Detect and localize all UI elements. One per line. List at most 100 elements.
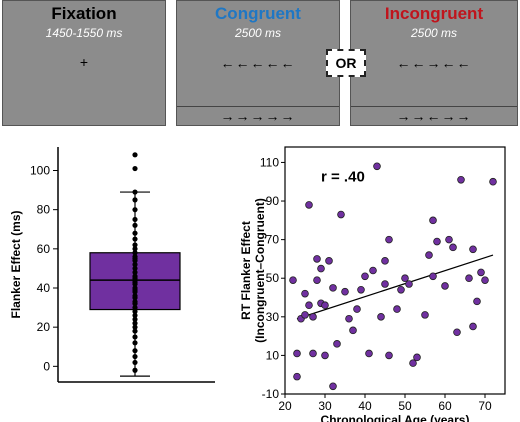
x-axis-label: Chronological Age (years): [321, 413, 470, 422]
y-axis-label: RT Flanker Effect(Incongruent–Congruent): [240, 198, 267, 343]
y-tick-label: 10: [266, 348, 280, 362]
y-tick-label: 30: [266, 310, 280, 324]
data-point: [321, 351, 329, 360]
y-axis-label: Flanker Effect (ms): [9, 210, 23, 318]
incongruent-arrows-top: ←←→←←: [396, 55, 472, 71]
x-tick-label: 30: [318, 399, 332, 413]
congruent-duration: 2500 ms: [234, 26, 282, 40]
data-point: [132, 254, 138, 260]
data-point: [132, 216, 138, 223]
data-point: [301, 289, 309, 298]
data-point: [337, 210, 345, 219]
data-point: [373, 162, 381, 171]
data-point: [132, 348, 138, 354]
y-tick-label: 110: [260, 155, 279, 169]
y-tick-label: 100: [30, 164, 50, 178]
data-point: [132, 293, 138, 299]
y-tick-label: 90: [266, 194, 280, 208]
data-point: [132, 261, 138, 268]
data-point: [132, 207, 138, 213]
data-point: [409, 359, 417, 367]
data-point: [132, 328, 138, 334]
data-point: [349, 326, 357, 335]
x-tick-label: 20: [278, 399, 292, 413]
data-point: [132, 189, 138, 195]
data-point: [132, 236, 138, 242]
data-point: [132, 265, 138, 272]
data-point: [429, 216, 437, 225]
data-point: [441, 282, 449, 290]
data-point: [473, 297, 481, 306]
plot-frame: [284, 146, 506, 395]
data-point: [309, 313, 317, 321]
y-axis-label-line: (Incongruent–Congruent): [253, 198, 267, 343]
data-point: [385, 235, 393, 244]
data-point: [397, 285, 405, 294]
data-point: [132, 359, 138, 366]
data-point: [305, 301, 313, 310]
data-point: [132, 308, 138, 315]
data-point: [132, 320, 138, 326]
data-point: [305, 201, 313, 209]
data-point: [425, 251, 433, 259]
data-point: [132, 152, 138, 158]
scatter-plot-chart: -10 10 30 50 70 90 110 20 30 40 50 60 70 Chronologica…: [240, 146, 506, 422]
data-point: [413, 353, 421, 362]
y-tick-label: 70: [266, 233, 280, 247]
data-point: [421, 311, 429, 319]
y-axis-label-line: RT Flanker Effect: [240, 221, 253, 320]
x-tick-label: 40: [358, 399, 372, 413]
data-point: [313, 276, 321, 284]
x-tick-label: 70: [478, 399, 492, 413]
fixation-title: Fixation: [51, 4, 117, 23]
y-tick-label: 20: [37, 320, 51, 334]
data-point: [453, 328, 461, 337]
incongruent-duration: 2500 ms: [410, 26, 458, 40]
r-annotation: r = .40: [321, 169, 365, 186]
data-point: [321, 301, 329, 310]
y-tick-label: 60: [37, 242, 51, 256]
data-point: [132, 230, 138, 236]
congruent-arrows-top: ←←←←←: [220, 55, 296, 71]
data-point: [393, 305, 401, 313]
x-tick-label: 60: [438, 399, 452, 413]
data-point: [381, 257, 389, 265]
data-point: [469, 322, 477, 331]
data-point: [132, 340, 138, 346]
data-point: [369, 266, 377, 275]
data-point: [132, 324, 138, 330]
data-point: [132, 299, 138, 305]
incongruent-panel: Incongruent 2500 ms ←←→←← →→←→→: [350, 0, 518, 126]
congruent-panel: Congruent 2500 ms ←←←←← →→→→→: [176, 0, 340, 126]
data-point: [132, 246, 138, 252]
data-point: [132, 312, 138, 319]
data-point: [365, 349, 373, 358]
data-point: [445, 235, 453, 244]
data-point: [317, 264, 325, 273]
data-point: [325, 257, 333, 265]
data-point: [341, 287, 349, 296]
data-point: [433, 237, 441, 246]
data-point: [132, 334, 138, 340]
data-point: [132, 304, 138, 311]
congruent-title: Congruent: [215, 4, 301, 23]
y-tick-label: 0: [43, 359, 50, 373]
data-point: [132, 165, 138, 172]
data-point: [353, 305, 361, 313]
data-point: [381, 280, 389, 288]
box-plot-chart: 0 20 40 60 80 100 Flanker Effect (ms): [9, 147, 215, 383]
congruent-arrows-bottom: →→→→→: [220, 108, 296, 124]
data-point: [481, 276, 489, 284]
data-point: [345, 314, 353, 323]
data-point: [329, 284, 337, 292]
data-point: [132, 242, 138, 248]
data-point: [309, 349, 317, 358]
congruent-bottom-strip: →→→→→: [177, 106, 339, 125]
data-point: [385, 351, 393, 360]
data-point: [401, 274, 409, 283]
data-point: [132, 197, 138, 203]
y-tick-label: 80: [37, 203, 51, 217]
data-point: [293, 372, 301, 381]
fixation-panel: Fixation 1450-1550 ms +: [2, 0, 166, 126]
data-point: [477, 268, 485, 277]
